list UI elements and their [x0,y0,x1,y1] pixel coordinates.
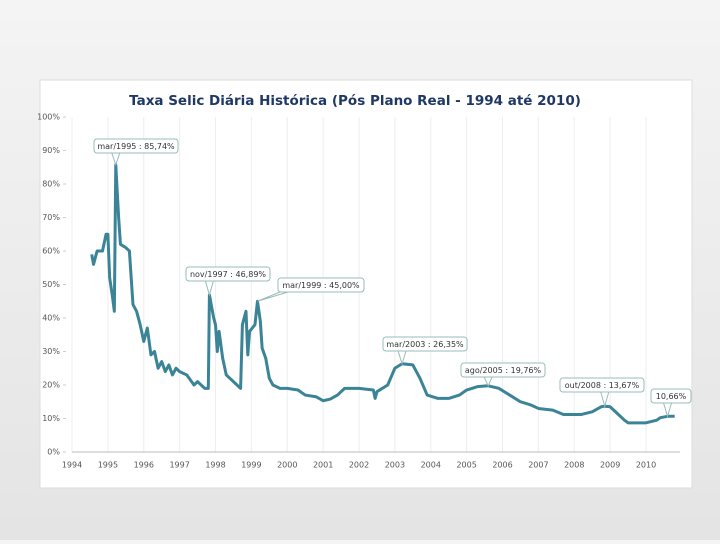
y-tick-label: 60% [42,247,60,256]
callout-box [277,277,365,293]
x-tick-label: 2010 [636,461,656,470]
callout-label: 10,66% [656,392,687,401]
callout-pointer [483,376,493,388]
x-tick-label: 2005 [456,461,476,470]
x-tick-label: 1999 [241,461,261,470]
x-tick-label: 2003 [385,461,405,470]
x-tick-label: 2006 [492,461,512,470]
y-tick-label: 10% [42,414,60,423]
x-tick-label: 2007 [528,461,548,470]
y-tick-label: 100% [37,113,60,122]
callout-box [382,336,468,352]
callout-pointer [663,402,673,419]
callout-label: out/2008 : 13,67% [565,381,640,390]
y-tick-label: 90% [42,146,60,155]
callout-label: mar/2003 : 26,35% [386,340,464,349]
x-tick-label: 2000 [277,461,297,470]
y-tick-label: 50% [42,280,60,289]
callout-label: ago/2005 : 19,76% [465,366,542,375]
x-tick-label: 2001 [313,461,333,470]
x-tick-label: 1996 [134,461,154,470]
callout-box [559,377,645,393]
y-tick-label: 40% [42,314,60,323]
x-tick-label: 1998 [205,461,225,470]
x-tick-label: 2004 [421,461,441,470]
x-tick-label: 1997 [169,461,189,470]
y-tick-label: 30% [42,347,60,356]
y-tick-label: 20% [42,381,60,390]
x-tick-label: 2009 [600,461,620,470]
x-tick-label: 2002 [349,461,369,470]
callout-box [650,388,692,404]
callout-label: nov/1997 : 46,89% [190,270,266,279]
x-tick-label: 2008 [564,461,584,470]
x-tick-label: 1994 [62,461,82,470]
callout-pointer [204,280,214,297]
callout-pointer [600,391,610,409]
chart-title: Taxa Selic Diária Histórica (Pós Plano R… [129,93,581,109]
y-tick-label: 0% [47,448,60,457]
callout-pointer [111,152,121,167]
callout-box [185,266,271,282]
series-line [90,163,675,425]
callout-box [93,138,179,154]
x-tick-label: 1995 [98,461,118,470]
callout-label: mar/1999 : 45,00% [282,281,360,290]
callout-pointer [257,291,289,302]
callout-box [460,362,546,378]
y-tick-label: 80% [42,180,60,189]
y-tick-label: 70% [42,213,60,222]
callout-label: mar/1995 : 85,74% [97,142,175,151]
callout-pointer [397,350,407,366]
